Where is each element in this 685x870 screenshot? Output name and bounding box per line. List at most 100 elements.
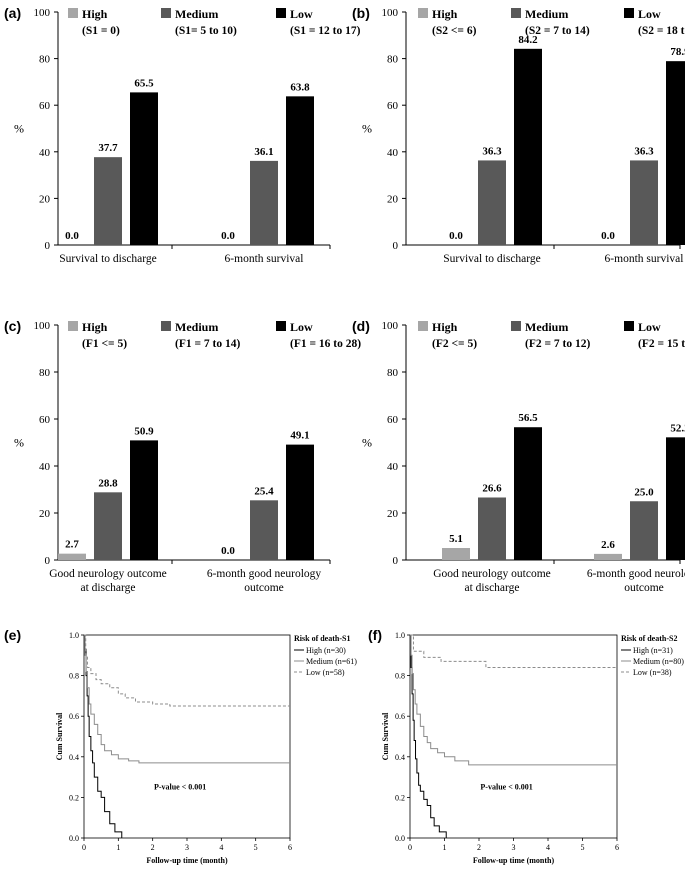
bar-chart-2: (c) 0 20 40 60 80 100% 2.7 28.8 50.9 Good neurolog… [4, 318, 361, 594]
legend-swatch [276, 321, 286, 331]
category-label: 6-month good neurology outcome [207, 568, 322, 594]
legend-label: Medium [175, 320, 218, 334]
y-tick-label: 0.6 [395, 712, 405, 721]
legend-range: (S2 = 18 to 25) [638, 25, 685, 37]
legend-range: (S1 = 12 to 17) [290, 25, 361, 37]
p-value-annotation: P-value < 0.001 [154, 782, 206, 791]
y-tick-label: 0.6 [69, 712, 79, 721]
data-label: 2.7 [65, 539, 79, 551]
data-label: 0.0 [221, 230, 235, 242]
x-tick-label: 5 [254, 843, 258, 852]
survival-curve [84, 634, 290, 764]
y-tick-label: 100 [34, 7, 51, 19]
y-tick-label: 40 [387, 461, 399, 473]
legend-range: (F1 <= 5) [82, 338, 127, 350]
bar [630, 160, 658, 245]
bar [94, 492, 122, 560]
legend-label: High [432, 320, 458, 334]
bar [478, 160, 506, 245]
bar [666, 61, 685, 246]
category-label: Survival to discharge [59, 253, 157, 265]
data-label: 5.1 [449, 533, 463, 545]
legend-swatch [68, 8, 78, 18]
category-label-line: outcome [244, 582, 284, 594]
data-label: 25.0 [634, 486, 654, 498]
data-label: 65.5 [134, 77, 154, 89]
data-label: 0.0 [449, 230, 463, 242]
data-label: 0.0 [601, 230, 615, 242]
category-label-line: at discharge [464, 582, 519, 594]
y-tick-label: 1.0 [69, 631, 79, 640]
plot-frame [83, 634, 291, 839]
data-label: 50.9 [134, 425, 154, 437]
data-label: 0.0 [221, 545, 235, 557]
p-value-annotation: P-value < 0.001 [480, 782, 532, 791]
y-tick-label: 100 [34, 320, 51, 332]
category-label-line: 6-month good neurology [207, 568, 322, 580]
legend-range: (S1= 5 to 10) [175, 25, 237, 37]
category-label-line: 6-month survival [605, 253, 684, 265]
x-tick-label: 3 [185, 843, 189, 852]
y-tick-label: 0.2 [395, 793, 405, 802]
bar-chart-1: (b) 0 20 40 60 80 100% 0.0 36.3 84.2 Survival to d… [352, 5, 685, 265]
bar [514, 427, 542, 560]
legend-label: Low [638, 7, 661, 21]
survival-curve [410, 634, 617, 668]
legend-label: Medium [175, 7, 218, 21]
legend-label: High [432, 7, 458, 21]
data-label: 78.9 [670, 46, 685, 58]
bar [594, 553, 622, 560]
legend-label: High [82, 320, 108, 334]
bar [630, 501, 658, 560]
y-tick-label: 1.0 [395, 631, 405, 640]
x-tick-label: 0 [82, 843, 86, 852]
y-tick-label: 80 [387, 54, 399, 66]
legend-swatch [624, 321, 634, 331]
bar-chart-3: (d) 0 20 40 60 80 100% 5.1 26.6 56.5 Good neurolog… [352, 318, 685, 594]
bar [250, 160, 278, 245]
panel-label: (a) [4, 5, 21, 21]
x-tick-label: 4 [546, 843, 550, 852]
panel-label: (c) [4, 318, 21, 334]
data-label: 84.2 [518, 34, 538, 46]
legend-swatch [161, 8, 171, 18]
data-label: 52.2 [670, 422, 685, 434]
y-tick-label: 0 [45, 240, 51, 252]
y-tick-label: 0.4 [69, 753, 79, 762]
legend-swatch [511, 321, 521, 331]
data-label: 26.6 [482, 482, 502, 494]
y-tick-label: 0.8 [69, 672, 79, 681]
y-tick-label: 40 [39, 147, 51, 159]
legend-range: (F2 <= 5) [432, 338, 477, 350]
data-label: 2.6 [601, 539, 615, 551]
category-label: 6-month good neurology outcome [587, 568, 685, 594]
y-tick-label: 60 [39, 414, 51, 426]
category-label: 6-month survival [605, 253, 684, 265]
category-label-line: Survival to discharge [443, 253, 541, 265]
y-tick-label: 60 [39, 100, 51, 112]
legend-label: Medium [525, 7, 568, 21]
category-label-line: Good neurology outcome [49, 568, 167, 580]
y-axis-label: Cum Survival [381, 712, 390, 761]
legend-label: Medium (n=80) [633, 657, 684, 666]
category-label: Good neurology outcome at discharge [49, 568, 167, 594]
survival-curve [410, 634, 617, 766]
bar [250, 500, 278, 560]
legend-range: (S2 = 7 to 14) [525, 25, 590, 37]
data-label: 49.1 [290, 430, 309, 442]
category-label-line: 6-month good neurology [587, 568, 685, 580]
bar [666, 437, 685, 560]
bar-chart-0: (a) 0 20 40 60 80 100% 0.0 37.7 65.5 Survival to d… [4, 5, 361, 265]
legend-swatch [418, 321, 428, 331]
data-label: 63.8 [290, 81, 310, 93]
y-tick-label: 100 [382, 7, 399, 19]
category-label-line: Survival to discharge [59, 253, 157, 265]
category-label-line: 6-month survival [225, 253, 304, 265]
y-tick-label: 0.2 [69, 793, 79, 802]
legend-range: (S2 <= 6) [432, 25, 477, 37]
y-tick-label: 40 [387, 147, 399, 159]
legend-swatch [624, 8, 634, 18]
y-tick-label: 0 [393, 240, 399, 252]
y-tick-label: 20 [39, 193, 51, 205]
panel-label: (e) [4, 627, 21, 643]
